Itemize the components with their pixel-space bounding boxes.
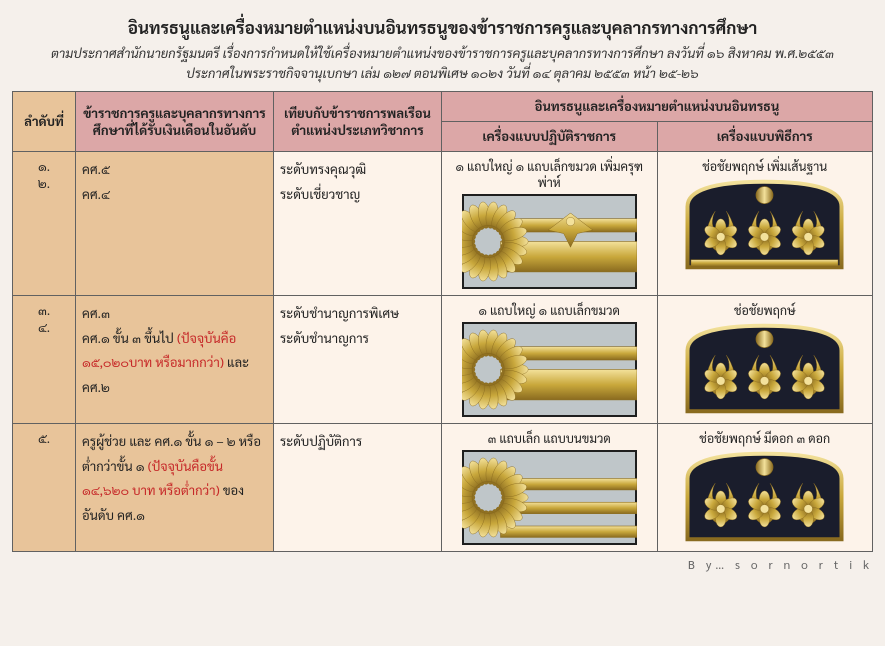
row-number: ๕. — [13, 424, 76, 552]
insignia-table: ลำดับที่ ข้าราชการครูและบุคลากรทางการศึก… — [12, 91, 873, 552]
th-ceremony: เครื่องแบบพิธีการ — [657, 122, 873, 152]
duty-insignia-icon — [462, 450, 637, 545]
row-number: ๑. ๒. — [13, 152, 76, 296]
ceremony-caption: ช่อชัยพฤกษ์ — [664, 302, 867, 318]
ceremony-insignia-icon — [677, 322, 852, 417]
th-group: อินทรธนูและเครื่องหมายตำแหน่งบนอินทรธนู — [442, 92, 873, 122]
rank-cell: คศ.๕ คศ.๔ — [76, 152, 274, 296]
equiv-cell: ระดับชำนาญการพิเศษ ระดับชำนาญการ — [274, 296, 442, 424]
duty-caption: ๓ แถบเล็ก แถบบนขมวด — [448, 430, 651, 446]
ceremony-caption: ช่อชัยพฤกษ์ เพิ่มเส้นฐาน — [664, 158, 867, 174]
duty-insignia-cell: ๓ แถบเล็ก แถบบนขมวด — [442, 424, 658, 552]
ceremony-insignia-cell: ช่อชัยพฤกษ์ เพิ่มเส้นฐาน — [657, 152, 873, 296]
duty-insignia-cell: ๑ แถบใหญ่ ๑ แถบเล็กขมวด เพิ่มครุฑพ่าห์ — [442, 152, 658, 296]
ceremony-insignia-icon — [677, 450, 852, 545]
equiv-cell: ระดับทรงคุณวุฒิ ระดับเชี่ยวชาญ — [274, 152, 442, 296]
duty-caption: ๑ แถบใหญ่ ๑ แถบเล็กขมวด เพิ่มครุฑพ่าห์ — [448, 158, 651, 190]
ceremony-insignia-cell: ช่อชัยพฤกษ์ — [657, 296, 873, 424]
subtitle-line1: ตามประกาศสำนักนายกรัฐมนตรี เรื่องการกำหน… — [51, 45, 834, 62]
duty-insignia-icon — [462, 194, 637, 289]
duty-caption: ๑ แถบใหญ่ ๑ แถบเล็กขมวด — [448, 302, 651, 318]
th-equiv: เทียบกับข้าราชการพลเรือนตำแหน่งประเภทวิช… — [274, 92, 442, 152]
th-duty: เครื่องแบบปฏิบัติราชการ — [442, 122, 658, 152]
duty-insignia-icon — [462, 322, 637, 417]
rank-cell: คศ.๓ คศ.๑ ขั้น ๓ ขึ้นไป (ปัจจุบันคือ ๑๕,… — [76, 296, 274, 424]
duty-insignia-cell: ๑ แถบใหญ่ ๑ แถบเล็กขมวด — [442, 296, 658, 424]
page-subtitle: ตามประกาศสำนักนายกรัฐมนตรี เรื่องการกำหน… — [12, 44, 873, 83]
row-number: ๓. ๔. — [13, 296, 76, 424]
ceremony-insignia-icon — [677, 178, 852, 273]
page-title: อินทรธนูและเครื่องหมายตำแหน่งบนอินทรธนูข… — [12, 16, 873, 38]
ceremony-insignia-cell: ช่อชัยพฤกษ์ มีดอก ๓ ดอก — [657, 424, 873, 552]
subtitle-line2: ประกาศในพระราชกิจจานุเบกษา เล่ม ๑๒๗ ตอนพ… — [186, 65, 699, 82]
rank-cell: ครูผู้ช่วย และ คศ.๑ ขั้น ๑ – ๒ หรือต่ำกว… — [76, 424, 274, 552]
equiv-cell: ระดับปฏิบัติการ — [274, 424, 442, 552]
th-rank: ข้าราชการครูและบุคลากรทางการศึกษาที่ได้ร… — [76, 92, 274, 152]
credit: B y… s o r n o r t i k — [12, 556, 873, 572]
th-order: ลำดับที่ — [13, 92, 76, 152]
ceremony-caption: ช่อชัยพฤกษ์ มีดอก ๓ ดอก — [664, 430, 867, 446]
